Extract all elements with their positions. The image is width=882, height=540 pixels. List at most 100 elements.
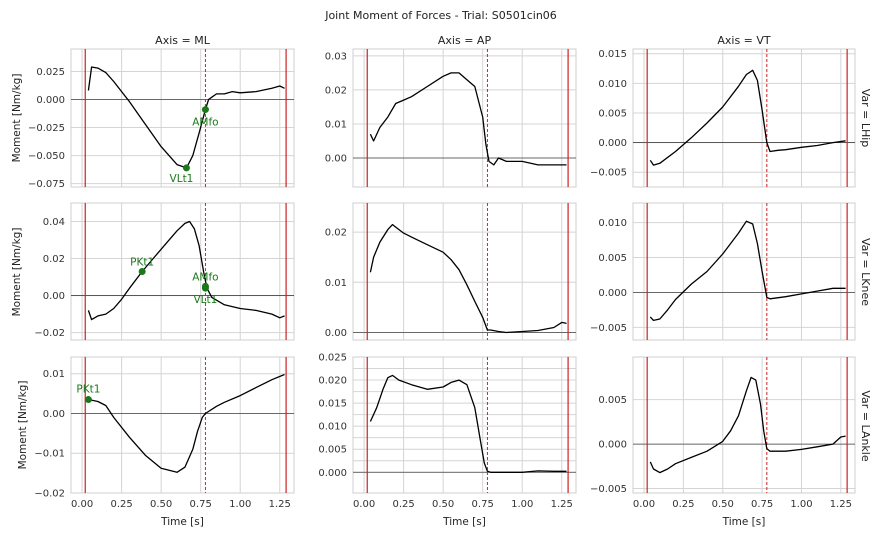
row-title-lhip: Var = LHip bbox=[859, 89, 872, 148]
panel-lknee-ml: PKt1 AMfo VLt1 −0.02 0.00 0.02 0.04 bbox=[34, 202, 295, 341]
panel-frame bbox=[352, 202, 577, 341]
y-tick-label-2: 0.02 bbox=[325, 228, 347, 239]
x-tick-label-0: 0.00 bbox=[71, 499, 93, 510]
panel-lankle-ml: PKt1 −0.02 −0.01 0.00 0.01 0.00 0.25 0.50 0.75 1.… bbox=[34, 356, 295, 510]
y-tick-label-0: −0.075 bbox=[28, 179, 65, 190]
y-tick-label-1: −0.01 bbox=[34, 449, 65, 460]
panel-lhip-ap: 0.00 0.01 0.02 0.03 bbox=[325, 48, 577, 188]
y-tick-label-1: 0.01 bbox=[325, 278, 347, 289]
y-tick-label-6: 0.015 bbox=[318, 399, 347, 410]
y-tick-label-2: 0.00 bbox=[43, 409, 65, 420]
column-title-ap: Axis = AP bbox=[438, 34, 492, 47]
panel-lknee-ap: 0.00 0.01 0.02 bbox=[325, 202, 577, 341]
y-tick-label-0: 0.000 bbox=[318, 468, 347, 479]
y-tick-label-2: 0.005 bbox=[598, 108, 627, 119]
y-tick-label-3: 0.010 bbox=[598, 218, 627, 229]
y-tick-label-1: −0.050 bbox=[28, 151, 65, 162]
marker-pkt1 bbox=[138, 268, 146, 275]
column-title-ml: Axis = ML bbox=[155, 34, 211, 47]
y-tick-label-3: 0.03 bbox=[325, 51, 347, 62]
x-tick-label-3: 0.75 bbox=[472, 499, 494, 510]
y-tick-label-3: 0.000 bbox=[36, 95, 65, 106]
panel-lhip-vt: −0.005 0.000 0.005 0.010 0.015 bbox=[590, 48, 856, 188]
series-line bbox=[87, 220, 285, 321]
column-title-vt: Axis = VT bbox=[717, 34, 771, 47]
x-tick-label-4: 1.00 bbox=[511, 499, 533, 510]
y-tick-label-2: 0.02 bbox=[43, 254, 65, 265]
marker-label-vlt1: VLt1 bbox=[194, 294, 218, 306]
x-tick-label-4: 1.00 bbox=[229, 499, 251, 510]
x-tick-label-1: 0.25 bbox=[110, 499, 132, 510]
figure-title: Joint Moment of Forces - Trial: S0501cin… bbox=[324, 9, 557, 22]
series-line bbox=[369, 72, 567, 166]
x-tick-label-2: 0.50 bbox=[432, 499, 454, 510]
y-tick-label-1: 0.00 bbox=[43, 291, 65, 302]
y-tick-label-0: −0.005 bbox=[590, 484, 627, 495]
x-tick-label-1: 0.25 bbox=[672, 499, 694, 510]
y-tick-label-4: 0.025 bbox=[36, 67, 65, 78]
series-line bbox=[87, 66, 285, 169]
x-tick-label-0: 0.00 bbox=[633, 499, 655, 510]
panel-frame bbox=[352, 356, 577, 494]
x-tick-label-2: 0.50 bbox=[712, 499, 734, 510]
x-tick-label-3: 0.75 bbox=[190, 499, 212, 510]
x-axis-label-vt: Time [s] bbox=[722, 516, 766, 528]
y-tick-label-1: 0.000 bbox=[598, 440, 627, 451]
series-line bbox=[369, 223, 567, 334]
marker-label-pkt1: PKt1 bbox=[130, 257, 154, 269]
x-tick-label-5: 1.25 bbox=[269, 499, 291, 510]
marker-label-amfo: AMfo bbox=[192, 271, 218, 283]
x-tick-label-0: 0.00 bbox=[353, 499, 375, 510]
y-tick-label-1: 0.01 bbox=[325, 119, 347, 130]
panel-lankle-ap: 0.000 0.005 0.010 0.015 0.020 0.025 0.00 0.25 0.… bbox=[318, 353, 577, 510]
series-line bbox=[88, 373, 285, 473]
marker-label-amfo: AMfo bbox=[192, 117, 218, 129]
y-tick-label-2: 0.005 bbox=[598, 395, 627, 406]
y-tick-label-1: 0.000 bbox=[598, 138, 627, 149]
y-tick-label-10: 0.025 bbox=[318, 353, 347, 364]
y-tick-label-0: 0.00 bbox=[325, 154, 347, 165]
panel-lhip-ml: AMfo VLt1 −0.075 −0.050 −0.025 0.000 0.025 bbox=[28, 48, 295, 190]
x-tick-label-2: 0.50 bbox=[150, 499, 172, 510]
y-tick-label-8: 0.020 bbox=[318, 376, 347, 387]
panel-frame bbox=[632, 356, 856, 494]
series-line bbox=[649, 69, 846, 166]
y-tick-label-0: −0.005 bbox=[590, 168, 627, 179]
marker-vlt1 bbox=[201, 284, 209, 292]
series-line bbox=[649, 220, 846, 322]
y-tick-label-0: −0.02 bbox=[34, 489, 65, 500]
y-tick-label-3: 0.04 bbox=[43, 217, 65, 228]
y-axis-label-lankle: Moment [Nm/kg] bbox=[17, 381, 29, 470]
panel-frame bbox=[352, 48, 577, 188]
marker-vlt1 bbox=[182, 164, 190, 172]
marker-label-pkt1: PKt1 bbox=[76, 384, 100, 396]
x-tick-label-5: 1.25 bbox=[830, 499, 852, 510]
panel-lknee-vt: −0.005 0.000 0.005 0.010 bbox=[590, 202, 856, 341]
panel-frame bbox=[70, 356, 295, 494]
panel-frame bbox=[70, 48, 295, 188]
panel-frame bbox=[632, 48, 856, 188]
x-axis-label-ml: Time [s] bbox=[160, 516, 204, 528]
y-tick-label-2: −0.025 bbox=[28, 123, 65, 134]
y-tick-label-2: 0.02 bbox=[325, 85, 347, 96]
marker-amfo bbox=[201, 106, 209, 114]
y-tick-label-2: 0.005 bbox=[318, 445, 347, 456]
y-tick-label-3: 0.01 bbox=[43, 369, 65, 380]
series-line bbox=[649, 376, 846, 474]
y-tick-label-0: −0.02 bbox=[34, 328, 65, 339]
y-tick-label-2: 0.005 bbox=[598, 253, 627, 264]
row-title-lankle: Var = LAnkle bbox=[859, 390, 872, 461]
series-line bbox=[369, 374, 567, 473]
panel-frame bbox=[632, 202, 856, 341]
y-tick-label-0: −0.005 bbox=[590, 323, 627, 334]
y-axis-label-lknee: Moment [Nm/kg] bbox=[11, 228, 23, 317]
y-tick-label-0: 0.00 bbox=[325, 328, 347, 339]
row-title-lknee: Var = LKnee bbox=[859, 238, 872, 306]
y-axis-label-lhip: Moment [Nm/kg] bbox=[11, 74, 23, 163]
y-tick-label-1: 0.000 bbox=[598, 288, 627, 299]
panel-frame bbox=[70, 202, 295, 341]
y-tick-label-4: 0.010 bbox=[318, 422, 347, 433]
marker-label-vlt1: VLt1 bbox=[170, 173, 194, 185]
